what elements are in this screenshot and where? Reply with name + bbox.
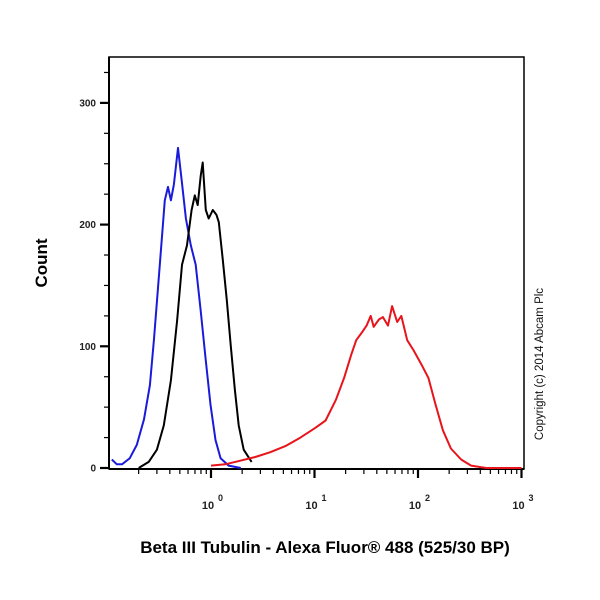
svg-text:10: 10 xyxy=(202,500,214,512)
y-tick-label: 300 xyxy=(79,98,96,109)
copyright-annotation: Copyright (c) 2014 Abcam Plc xyxy=(534,288,546,440)
x-tick-label: 10 1 xyxy=(305,493,326,512)
svg-text:10: 10 xyxy=(512,500,524,512)
y-axis: 0 100 200 300 xyxy=(79,57,110,475)
y-tick-label: 200 xyxy=(79,220,96,231)
series-red-line xyxy=(210,305,522,469)
svg-text:0: 0 xyxy=(218,493,223,503)
series-layer xyxy=(111,146,522,469)
series-blue-line xyxy=(111,146,241,469)
plot-frame xyxy=(108,56,525,470)
y-tick-label: 0 xyxy=(90,464,96,475)
series-black-line xyxy=(138,161,253,469)
svg-text:3: 3 xyxy=(529,493,534,503)
plot-border xyxy=(108,56,525,470)
svg-text:1: 1 xyxy=(322,493,327,503)
y-axis-label: Count xyxy=(32,238,51,287)
svg-text:10: 10 xyxy=(409,500,421,512)
svg-text:2: 2 xyxy=(425,493,430,503)
x-axis-label: Beta III Tubulin - Alexa Fluor® 488 (525… xyxy=(140,538,510,557)
x-tick-label: 10 3 xyxy=(512,493,533,512)
x-tick-label: 10 2 xyxy=(409,493,430,512)
x-axis: 10 0 10 1 10 2 10 3 xyxy=(109,468,534,512)
x-tick-label: 10 0 xyxy=(202,493,223,512)
svg-text:10: 10 xyxy=(305,500,317,512)
y-tick-label: 100 xyxy=(79,342,96,353)
